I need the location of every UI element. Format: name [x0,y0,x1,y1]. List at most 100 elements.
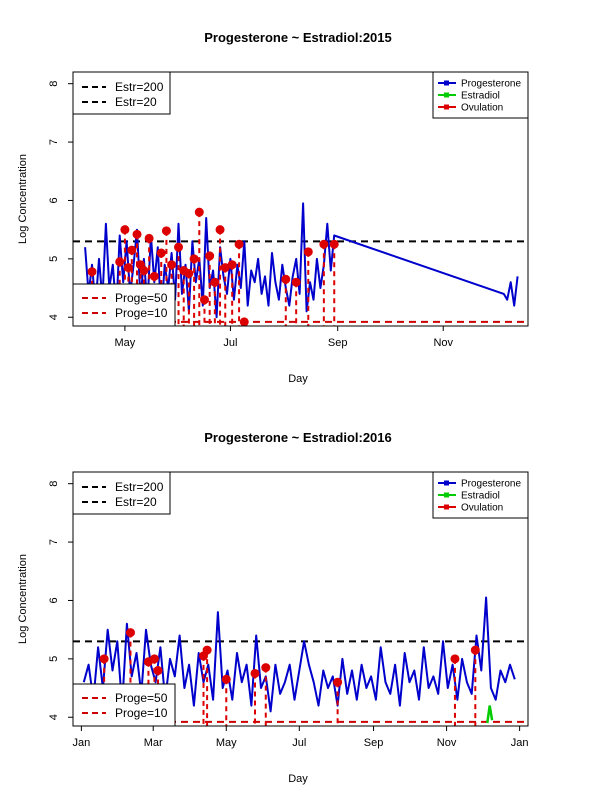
ovulation-point [99,654,109,664]
legend-label: Estr=200 [115,80,164,94]
ovulation-point [470,645,480,655]
ovulation-point [221,674,231,684]
x-tick-label: Mar [144,737,163,749]
ovulation-point [194,207,204,217]
ovulation-point [125,628,135,638]
ovulation-point [127,245,137,255]
ovulation-point [210,277,220,287]
legend-label: Proge=50 [115,291,168,305]
legend-label: Progesterone [461,79,521,90]
ovulation-point [239,317,249,326]
x-axis-label: Day [288,773,308,785]
ovulation-point [319,239,329,249]
ovulation-point [156,248,166,258]
ovulation-point [167,260,177,270]
legend-label: Proge=10 [115,306,168,320]
x-tick-label: May [216,737,237,749]
legend-box [72,471,171,515]
legend-label: Estr=20 [115,495,157,509]
ovulation-point [450,654,460,664]
y-tick-label: 4 [48,314,60,320]
ovulation-point [227,260,237,270]
y-tick-label: 5 [48,256,60,262]
legend-marker [444,80,449,86]
x-tick-label: Jan [73,737,91,749]
ovulation-point [303,247,313,257]
y-axis-label: Log Concentration [17,554,29,644]
ovulation-point [199,295,209,305]
legend-marker [444,104,449,110]
x-axis: Jan Mar May Jul Sep Nov Jan [73,725,529,749]
legend-label: Estr=200 [115,480,164,494]
chart-title: Progesterone ~ Estradiol:2015 [204,30,392,45]
ovulation-point [261,663,271,673]
legend-label: Ovulation [461,103,503,114]
legend-label: Progesterone [461,479,521,490]
ovulation-point [139,266,149,276]
series-line-progesterone [82,596,516,713]
legend-label: Estradiol [461,91,500,102]
y-tick-label: 5 [48,656,60,662]
x-tick-label: Jul [292,737,306,749]
x-tick-label: Jul [223,337,237,349]
ovulation-point [149,271,159,281]
x-tick-label: Sep [328,337,348,349]
ovulation-point [184,268,194,278]
x-tick-label: May [115,337,136,349]
x-axis: May Jul Sep Nov [115,325,454,349]
x-tick-label: Nov [433,337,453,349]
ovulation-point [144,233,154,243]
ovulation-point [149,654,159,664]
ovulation-point [291,277,301,287]
series-line-estradiol [486,705,494,724]
ovulation-point [329,239,339,249]
ovulation-point [215,225,225,235]
x-tick-label: Nov [437,737,457,749]
y-axis: 4 5 6 7 8 [48,81,73,320]
ovulation-point [115,257,125,267]
ovulation-point [281,274,291,284]
ovulation-point [87,267,97,277]
x-tick-label: Jan [511,737,529,749]
y-tick-label: 6 [48,197,60,203]
chart-panel-2015: Progesterone ~ Estradiol:2015 4 5 6 7 8 May J… [17,30,529,385]
y-tick-label: 8 [48,481,60,487]
y-tick-label: 7 [48,139,60,145]
ovulation-point [174,242,184,252]
ovulation-point [202,645,212,655]
x-axis-label: Day [288,373,308,385]
legend-marker [444,480,449,486]
legend-label: Proge=50 [115,691,168,705]
ovulation-point [161,226,171,236]
legend-marker [444,504,449,510]
legend-label: Estr=20 [115,95,157,109]
chart-title: Progesterone ~ Estradiol:2016 [204,430,392,445]
legend-box [72,71,171,115]
x-tick-label: Sep [364,737,384,749]
ovulation-point [153,666,163,676]
legend-box [72,283,176,327]
y-tick-label: 7 [48,539,60,545]
legend-box [72,683,176,727]
ovulation-point [120,225,130,235]
legend-marker [444,492,449,498]
ovulation-point [189,254,199,264]
legend-label: Proge=10 [115,706,168,720]
y-tick-label: 4 [48,714,60,720]
chart-panel-2016: Progesterone ~ Estradiol:2016 4 5 6 7 8 Jan M… [17,430,529,785]
y-axis-label: Log Concentration [17,154,29,244]
ovulation-point [250,668,260,678]
legend-label: Estradiol [461,491,500,502]
ovulation-point [132,229,142,239]
ovulation-point [333,677,343,687]
ovulation-point [123,263,133,273]
legend-label: Ovulation [461,503,503,514]
ovulation-point [234,239,244,249]
